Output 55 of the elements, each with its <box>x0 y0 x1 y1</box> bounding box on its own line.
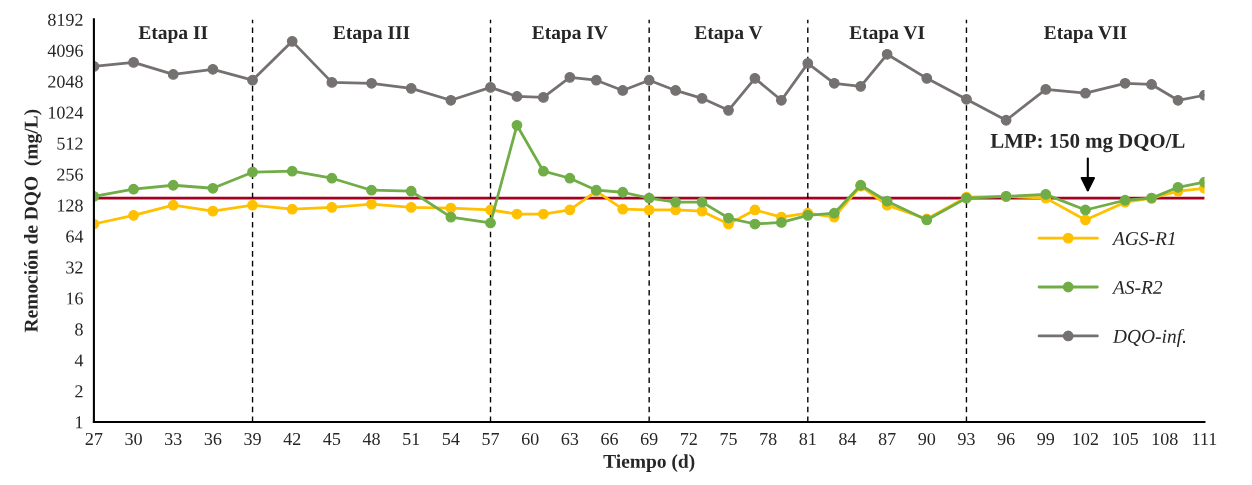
x-tick-label: 96 <box>997 432 1015 446</box>
y-tick-label: 4 <box>74 354 84 367</box>
x-tick-label: 27 <box>85 432 103 445</box>
y-tick-label: 8 <box>75 323 83 336</box>
x-tick-label: 111 <box>1193 432 1217 445</box>
x-tick-label: 90 <box>918 432 936 446</box>
annotation: Etapa VII <box>1044 26 1127 44</box>
x-tick-label: 93 <box>958 432 975 446</box>
x-tick-label: 78 <box>760 432 777 446</box>
y-tick-label: 1 <box>76 416 83 429</box>
x-axis-title: Tiempo (d) <box>603 454 695 472</box>
x-tick-label: 63 <box>561 432 579 446</box>
y-tick-label: 64 <box>66 230 84 243</box>
y-axis-title: Remoción de DQO (mg/L) <box>24 109 42 333</box>
ref-line-label: LMP: 150 mg DQO/L <box>990 133 1185 153</box>
x-tick-label: 87 <box>878 432 896 446</box>
x-tick-label: 42 <box>283 432 301 445</box>
legend-label: AS-R2 <box>1111 280 1163 294</box>
x-tick-label: 108 <box>1152 432 1178 446</box>
annotation: Etapa II <box>138 26 208 44</box>
y-tick-label: 256 <box>57 168 83 181</box>
x-tick-label: 99 <box>1037 432 1055 446</box>
y-tick-label: 2 <box>75 385 83 398</box>
legend-label: DQO-inf. <box>1112 329 1186 347</box>
x-tick-label: 33 <box>165 432 182 446</box>
x-tick-label: 54 <box>442 433 460 446</box>
x-tick-label: 66 <box>601 432 618 446</box>
x-tick-label: 51 <box>403 432 420 446</box>
x-tick-label: 72 <box>680 432 697 445</box>
x-tick-label: 75 <box>720 433 737 446</box>
annotation: Etapa III <box>333 26 410 44</box>
x-tick-label: 36 <box>204 432 222 446</box>
x-tick-label: 39 <box>244 432 261 446</box>
y-tick-label: 512 <box>57 137 83 150</box>
x-tick-label: 45 <box>323 433 341 446</box>
x-tick-label: 48 <box>362 432 380 446</box>
x-tick-label: 57 <box>482 433 500 446</box>
x-tick-label: 102 <box>1073 432 1098 446</box>
annotation: Etapa V <box>694 26 763 44</box>
y-tick-label: 4096 <box>47 44 83 57</box>
x-tick-label: 105 <box>1113 432 1138 446</box>
y-tick-label: 32 <box>66 261 83 274</box>
annotation: Etapa VI <box>849 26 925 44</box>
x-tick-label: 60 <box>521 432 539 446</box>
x-tick-label: 30 <box>125 432 142 446</box>
y-tick-label: 8192 <box>48 13 83 26</box>
legend-label: AGS-R1 <box>1111 232 1175 246</box>
x-tick-label: 69 <box>640 432 658 446</box>
y-tick-label: 1024 <box>48 106 84 119</box>
y-tick-label: 2048 <box>48 75 83 88</box>
y-tick-label: 16 <box>67 292 83 305</box>
x-tick-label: 84 <box>839 432 857 446</box>
y-tick-label: 128 <box>57 199 83 212</box>
annotation: Etapa IV <box>532 26 608 44</box>
x-tick-label: 81 <box>799 432 816 446</box>
